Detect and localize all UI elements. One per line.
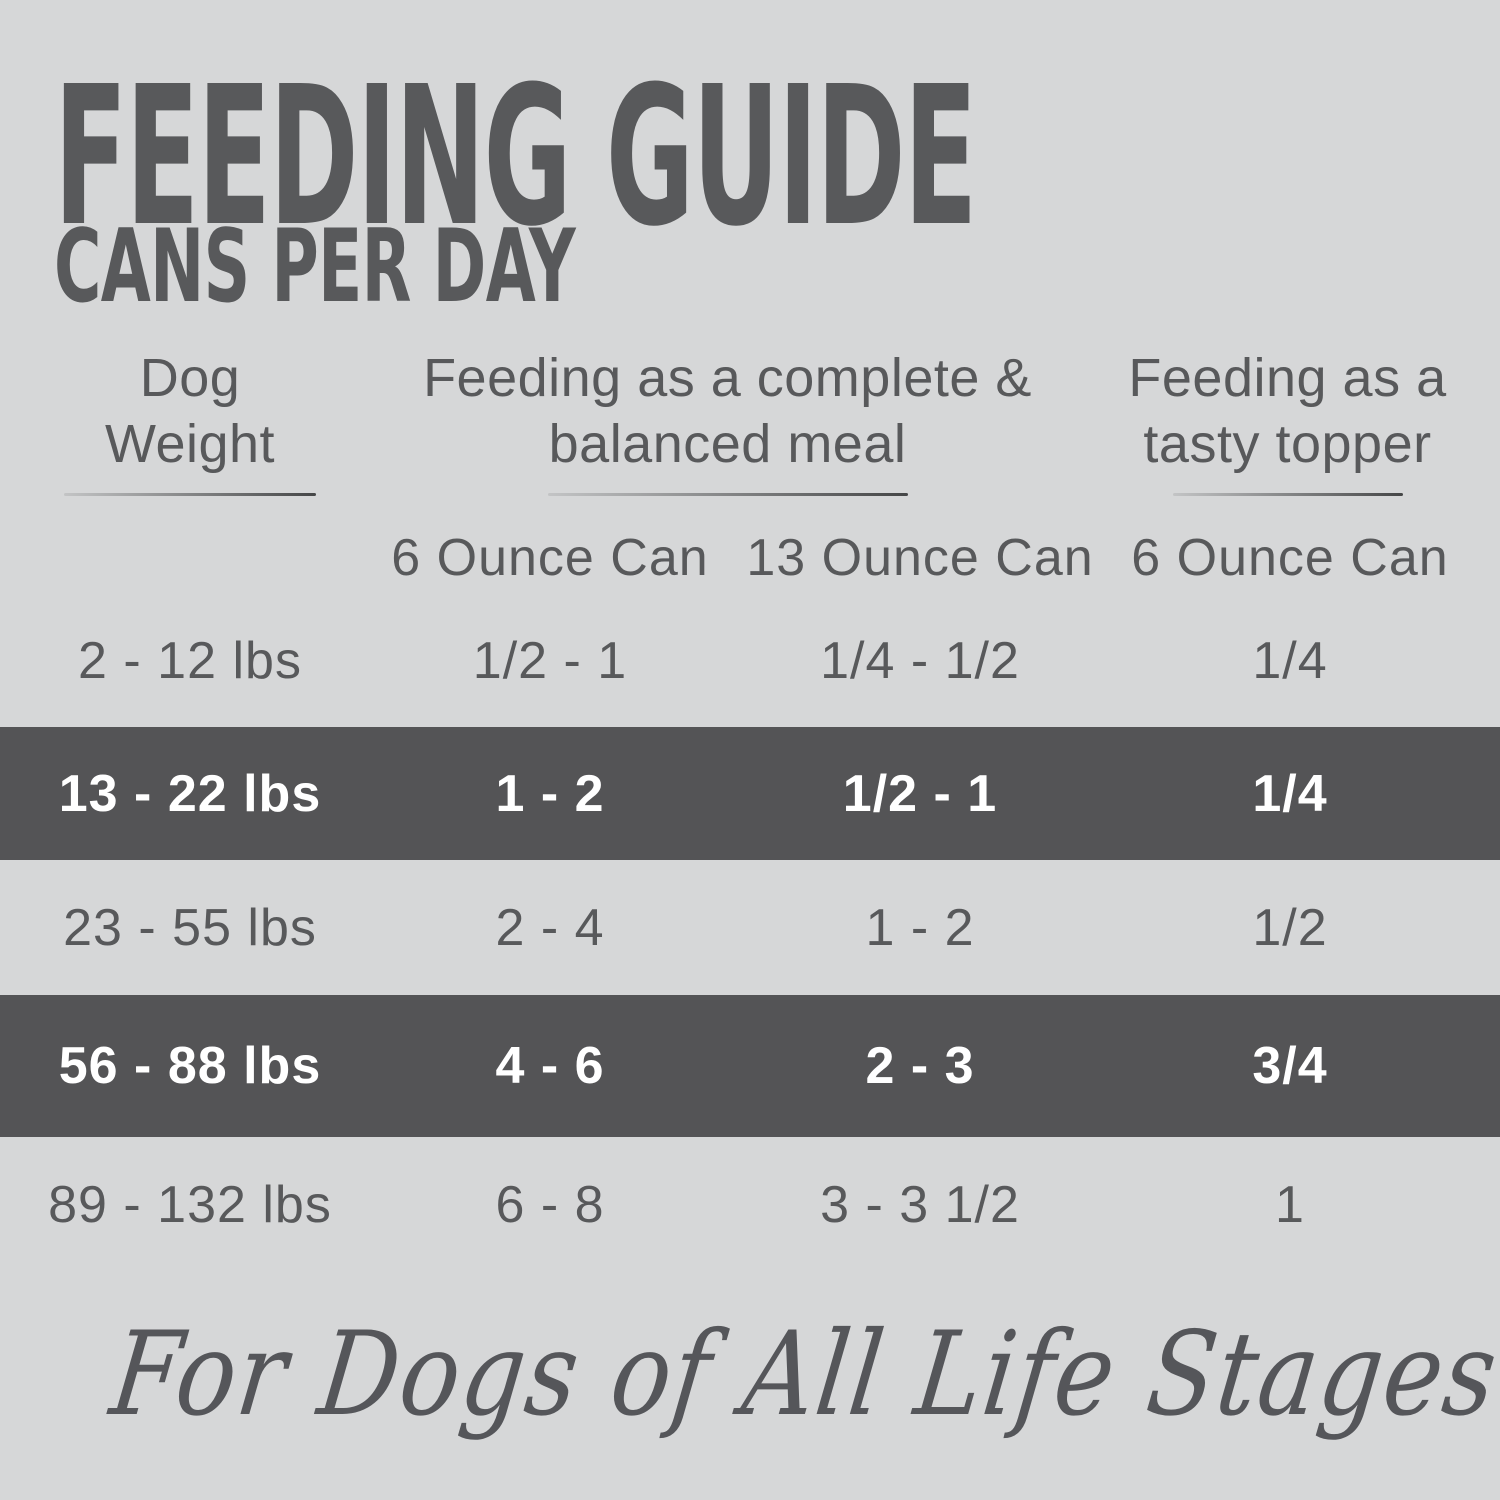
cell-weight: 56 - 88 lbs xyxy=(58,1037,322,1095)
cell-complete-13oz: 3 - 3 1/2 xyxy=(820,1176,1020,1234)
column-header-line: balanced meal xyxy=(548,414,907,474)
subheader-topper-6oz-can: 6 Ounce Can xyxy=(1131,529,1449,587)
column-header-dog-weight: Dog Weight xyxy=(0,345,380,496)
cell-complete-6oz: 1/2 - 1 xyxy=(472,632,628,690)
table-row: 2 - 12 lbs 1/2 - 1 1/4 - 1/2 1/4 xyxy=(0,621,1500,701)
cell-complete-6oz: 6 - 8 xyxy=(495,1176,605,1234)
page-subtitle: CANS PER DAY xyxy=(54,207,576,325)
table-row: 89 - 132 lbs 6 - 8 3 - 3 1/2 1 xyxy=(0,1145,1500,1265)
cell-weight: 23 - 55 lbs xyxy=(63,899,317,957)
cell-weight: 13 - 22 lbs xyxy=(58,764,322,823)
table-subheader-row: 6 Ounce Can 13 Ounce Can 6 Ounce Can xyxy=(0,518,1500,598)
page-title: FEEDING GUIDE xyxy=(54,46,977,269)
header-underline xyxy=(1172,493,1403,496)
footer-tagline: For Dogs of All Life Stages xyxy=(104,1307,1500,1442)
column-header-tasty-topper: Feeding as a tasty topper xyxy=(1075,345,1500,496)
cell-complete-13oz: 1/4 - 1/2 xyxy=(820,632,1020,690)
cell-weight: 89 - 132 lbs xyxy=(48,1176,332,1234)
cell-complete-13oz: 1 - 2 xyxy=(865,899,975,957)
cell-complete-6oz: 2 - 4 xyxy=(495,899,605,957)
subheader-6oz-can: 6 Ounce Can xyxy=(391,529,709,587)
header-underline xyxy=(547,493,908,496)
header-underline xyxy=(64,493,316,496)
column-header-line: Feeding as a xyxy=(1128,348,1447,408)
cell-topper-6oz: 1 xyxy=(1275,1176,1305,1234)
column-header-line: Weight xyxy=(104,414,276,474)
cell-topper-6oz: 1/2 xyxy=(1252,899,1328,957)
table-column-group-headers: Dog Weight Feeding as a complete & balan… xyxy=(0,345,1500,496)
column-header-line: Feeding as a complete & xyxy=(423,348,1032,408)
table-row: 56 - 88 lbs 4 - 6 2 - 3 3/4 xyxy=(0,995,1500,1137)
column-header-line: Dog xyxy=(139,348,241,408)
table-row: 13 - 22 lbs 1 - 2 1/2 - 1 1/4 xyxy=(0,727,1500,860)
cell-complete-13oz: 2 - 3 xyxy=(865,1037,975,1095)
cell-topper-6oz: 3/4 xyxy=(1252,1037,1328,1095)
table-row: 23 - 55 lbs 2 - 4 1 - 2 1/2 xyxy=(0,868,1500,988)
column-header-line: tasty topper xyxy=(1143,414,1432,474)
column-header-complete-meal: Feeding as a complete & balanced meal xyxy=(380,345,1075,496)
cell-complete-6oz: 1 - 2 xyxy=(495,764,605,823)
cell-weight: 2 - 12 lbs xyxy=(78,632,302,690)
cell-complete-13oz: 1/2 - 1 xyxy=(842,764,998,823)
subheader-13oz-can: 13 Ounce Can xyxy=(746,529,1094,587)
cell-topper-6oz: 1/4 xyxy=(1252,764,1328,823)
cell-complete-6oz: 4 - 6 xyxy=(495,1037,605,1095)
cell-topper-6oz: 1/4 xyxy=(1252,632,1328,690)
